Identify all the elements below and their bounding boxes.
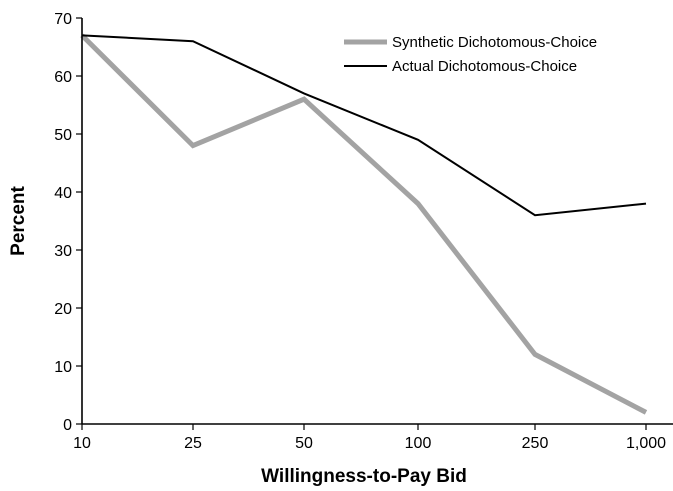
x-tick-label: 10 [73,435,91,452]
x-axis-ticks: 10 25 50 100 250 1,000 [73,424,666,452]
y-tick-label: 40 [54,185,72,202]
legend-label-actual: Actual Dichotomous-Choice [392,58,577,75]
y-tick-label: 20 [54,301,72,318]
y-axis-title: Percent [8,185,29,255]
x-axis-title: Willingness-to-Pay Bid [261,466,467,487]
series-line-synthetic [80,33,648,415]
x-tick-label: 1,000 [626,435,666,452]
x-tick-label: 50 [295,435,313,452]
x-tick-label: 25 [184,435,202,452]
x-tick-label: 250 [522,435,549,452]
series-line-actual [81,34,647,217]
y-tick-label: 50 [54,127,72,144]
legend: Synthetic Dichotomous-Choice Actual Dich… [344,34,597,75]
y-axis-ticks: 0 10 20 30 40 50 60 70 [54,11,82,434]
y-tick-label: 60 [54,69,72,86]
y-tick-label: 70 [54,11,72,28]
x-tick-label: 100 [405,435,432,452]
series-layer [80,33,648,415]
legend-label-synthetic: Synthetic Dichotomous-Choice [392,34,597,51]
y-tick-label: 30 [54,243,72,260]
y-tick-label: 10 [54,359,72,376]
y-tick-label: 0 [63,417,72,434]
